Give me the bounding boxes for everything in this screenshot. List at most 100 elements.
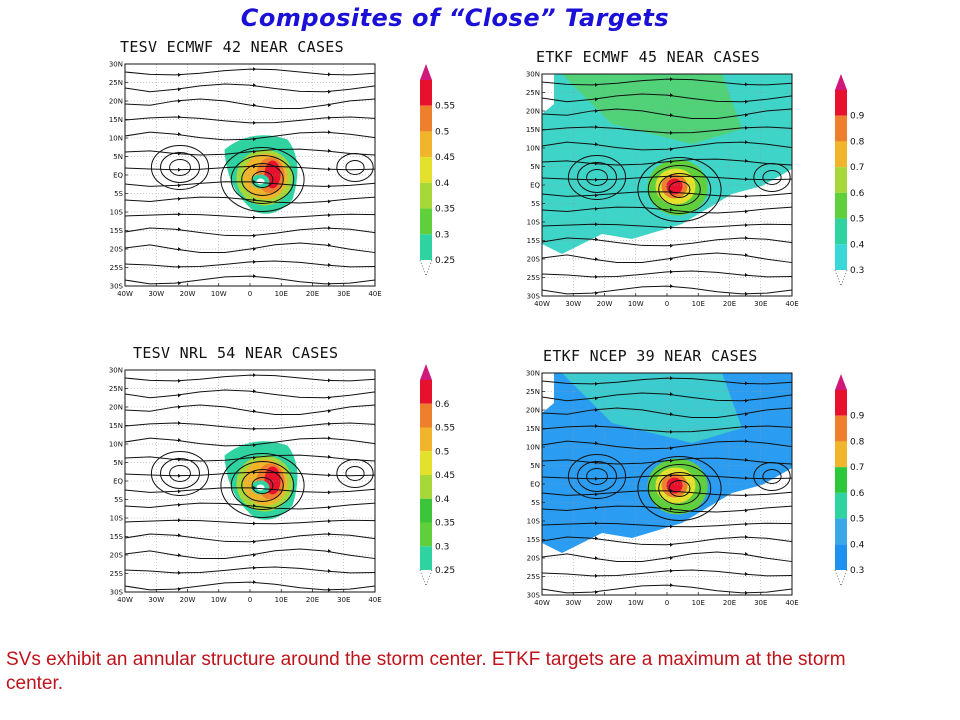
colorbar-swatch (420, 80, 432, 106)
colorbar-swatch (420, 208, 432, 235)
lon-tick-label: 40E (368, 290, 381, 298)
colorbar-label: 0.55 (435, 424, 455, 434)
lat-tick-label: 25N (109, 79, 123, 87)
lat-tick-label: EQ (113, 172, 123, 180)
lat-tick-label: 10N (526, 444, 540, 452)
lat-tick-label: 5N (113, 459, 123, 467)
colorbar-label: 0.3 (850, 566, 864, 576)
colorbar-label: 0.8 (850, 137, 865, 147)
colorbar: 0.55 0.5 0.45 0.4 0.35 0.3 0.25 (419, 64, 455, 278)
colorbar: 0.6 0.55 0.5 0.45 0.4 0.35 0.3 0.25 (419, 364, 455, 588)
lon-tick-label: 10W (628, 599, 644, 607)
colorbar-swatch (420, 475, 432, 499)
colorbar-label: 0.6 (850, 489, 865, 499)
lon-tick-label: 20E (723, 300, 736, 308)
page-title: Composites of “Close” Targets (240, 4, 670, 32)
lat-tick-label: 5S (531, 200, 540, 208)
lon-tick-label: 20E (723, 599, 736, 607)
colorbar-swatch (420, 522, 432, 547)
lon-tick-label: 10W (211, 596, 227, 604)
colorbar-swatch (835, 141, 847, 168)
lat-tick-label: 5S (114, 496, 123, 504)
lat-tick-label: 20N (109, 404, 123, 412)
lon-tick-label: 30W (565, 599, 581, 607)
colorbar-swatch (835, 441, 847, 468)
colorbar-swatch (420, 131, 432, 158)
lat-tick-label: 20S (527, 555, 541, 563)
colorbar-swatch (835, 115, 847, 142)
lat-tick-label: 5N (530, 163, 540, 171)
lon-tick-label: 0 (248, 596, 252, 604)
lon-tick-label: 10E (692, 300, 705, 308)
colorbar-label: 0.35 (435, 205, 455, 215)
lon-tick-label: 40E (785, 599, 798, 607)
lat-tick-label: 15S (527, 536, 541, 544)
colorbar-swatch (835, 415, 847, 442)
lat-tick-label: 30N (109, 367, 123, 375)
lat-tick-label: 20S (527, 256, 541, 264)
colorbar-swatch (420, 380, 432, 404)
lon-tick-label: 20W (180, 290, 196, 298)
colorbar-label: 0.5 (435, 127, 449, 137)
colorbar-swatch (835, 192, 847, 219)
colorbar-swatch (835, 518, 847, 545)
lat-tick-label: 10N (109, 135, 123, 143)
lat-tick-label: 25N (526, 89, 540, 97)
lon-tick-label: 40E (785, 300, 798, 308)
panel-title: ETKF NCEP 39 NEAR CASES (543, 347, 758, 365)
colorbar-label: 0.45 (435, 471, 455, 481)
colorbar-swatch (835, 244, 847, 270)
lon-tick-label: 10E (275, 290, 288, 298)
lat-tick-label: 5S (531, 499, 540, 507)
lon-tick-label: 30W (148, 596, 164, 604)
panel-title: TESV ECMWF 42 NEAR CASES (120, 38, 344, 56)
lon-tick-label: 40W (534, 300, 550, 308)
colorbar-label: 0.35 (435, 519, 455, 529)
colorbar-label: 0.6 (850, 189, 865, 199)
colorbar-label: 0.9 (850, 112, 865, 122)
colorbar-label: 0.4 (435, 495, 450, 505)
lat-tick-label: 10N (526, 145, 540, 153)
lat-tick-label: 30N (109, 61, 123, 69)
lon-tick-label: 30W (148, 290, 164, 298)
lon-tick-label: 30E (754, 599, 767, 607)
lat-tick-label: 20N (526, 407, 540, 415)
lat-tick-label: EQ (530, 182, 540, 190)
colorbar-label: 0.9 (850, 412, 865, 422)
lon-tick-label: 30E (754, 300, 767, 308)
colorbar-label: 0.3 (850, 266, 864, 276)
lon-tick-label: 20W (180, 596, 196, 604)
colorbar-swatch (420, 234, 432, 260)
lat-tick-label: 30S (110, 283, 124, 291)
streamlines (124, 373, 376, 592)
lon-tick-label: 40W (534, 599, 550, 607)
lon-tick-label: 40W (117, 290, 133, 298)
lon-tick-label: 0 (248, 290, 252, 298)
lat-tick-label: 25S (527, 274, 541, 282)
lat-tick-label: 20S (110, 246, 124, 254)
colorbar-swatch (420, 157, 432, 183)
lon-tick-label: 0 (665, 599, 669, 607)
colorbar-swatch (835, 167, 847, 193)
lat-tick-label: 15S (527, 237, 541, 245)
lon-tick-label: 30E (337, 596, 350, 604)
lat-tick-label: 30N (526, 71, 540, 79)
lat-tick-label: 25S (110, 264, 124, 272)
colorbar-swatch (835, 492, 847, 519)
colorbar-swatch (420, 403, 432, 428)
colorbar-label: 0.4 (850, 540, 865, 550)
lat-tick-label: 10S (527, 518, 541, 526)
colorbar-label: 0.7 (850, 463, 864, 473)
lat-tick-label: 20N (526, 108, 540, 116)
lat-tick-label: 15S (110, 227, 124, 235)
lat-tick-label: 10S (527, 219, 541, 227)
lon-tick-label: 30W (565, 300, 581, 308)
colorbar-label: 0.8 (850, 437, 865, 447)
lat-tick-label: 25S (527, 573, 541, 581)
colorbar-swatch (420, 498, 432, 523)
caption-text: SVs exhibit an annular structure around … (6, 649, 846, 694)
lat-tick-label: 20N (109, 98, 123, 106)
colorbar-swatch (420, 105, 432, 132)
